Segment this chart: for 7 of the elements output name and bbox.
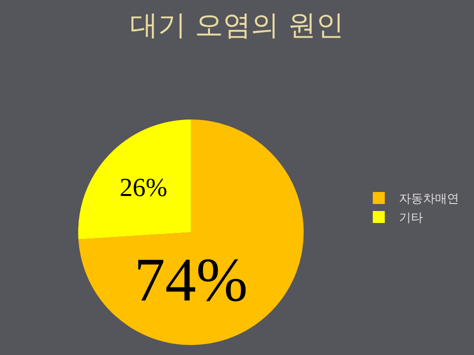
pie-slice	[78, 120, 304, 345]
pie-slice	[78, 120, 191, 240]
data-label: 26%	[120, 173, 168, 202]
chart-title: 대기 오염의 원인	[130, 8, 344, 42]
data-label: 74%	[134, 246, 248, 314]
legend-label: 자동차매연	[398, 192, 459, 206]
legend-label: 기타	[398, 210, 423, 225]
